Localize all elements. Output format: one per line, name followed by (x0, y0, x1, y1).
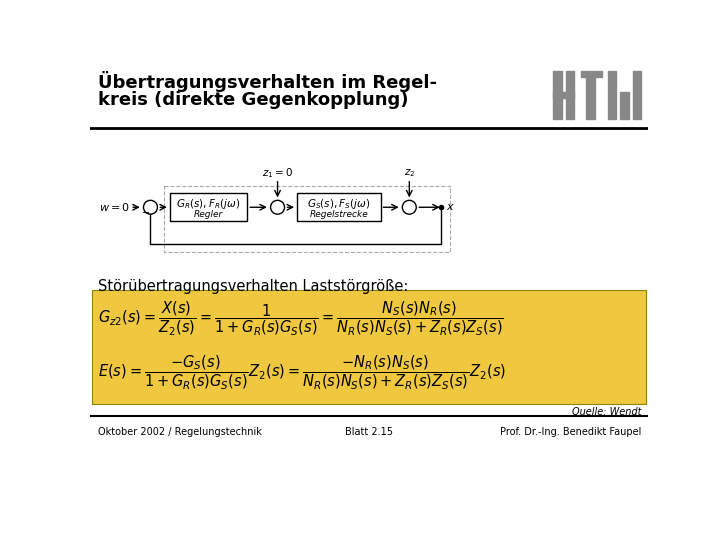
Text: Prof. Dr.-Ing. Benedikt Faupel: Prof. Dr.-Ing. Benedikt Faupel (500, 427, 642, 437)
Bar (580, 71, 601, 77)
Text: $E(s) = \dfrac{-G_S(s)}{1+G_R(s)G_S(s)}Z_2(s) = \dfrac{-N_R(s)N_S(s)}{N_R(s)N_S(: $E(s) = \dfrac{-G_S(s)}{1+G_R(s)G_S(s)}Z… (98, 353, 506, 391)
Text: $x$: $x$ (446, 202, 456, 212)
Bar (566, 71, 575, 119)
Bar (554, 71, 562, 119)
Text: Störübertragungsverhalten Laststörgröße:: Störübertragungsverhalten Laststörgröße: (98, 279, 408, 294)
Text: $z_2$: $z_2$ (404, 167, 415, 179)
Text: Regler: Regler (194, 210, 223, 219)
Text: −: − (142, 208, 150, 218)
Text: Quelle: Wendt: Quelle: Wendt (572, 407, 642, 417)
Bar (586, 77, 595, 119)
Text: Blatt 2.15: Blatt 2.15 (345, 427, 393, 437)
Bar (92, 289, 646, 403)
Text: Übertragungsverhalten im Regel-: Übertragungsverhalten im Regel- (98, 71, 437, 92)
Bar (608, 71, 616, 119)
Text: Oktober 2002 / Regelungstechnik: Oktober 2002 / Regelungstechnik (98, 427, 261, 437)
Text: $w=0$: $w=0$ (99, 201, 130, 213)
Bar (554, 92, 575, 98)
Text: $z_1=0$: $z_1=0$ (262, 166, 293, 179)
Bar (297, 193, 381, 221)
Text: kreis (direkte Gegenkopplung): kreis (direkte Gegenkopplung) (98, 91, 408, 109)
Text: $G_{z2}(s) = \dfrac{X(s)}{Z_2(s)} = \dfrac{1}{1+G_R(s)G_S(s)} = \dfrac{N_S(s)N_R: $G_{z2}(s) = \dfrac{X(s)}{Z_2(s)} = \dfr… (98, 299, 503, 337)
Bar (170, 193, 248, 221)
Bar (632, 71, 641, 119)
Bar (164, 186, 451, 252)
Bar (620, 92, 629, 119)
Text: $G_S(s), F_S(j\omega)$: $G_S(s), F_S(j\omega)$ (307, 197, 371, 211)
Text: Regelstrecke: Regelstrecke (310, 210, 368, 219)
Text: $G_R(s), F_R(j\omega)$: $G_R(s), F_R(j\omega)$ (176, 197, 240, 211)
